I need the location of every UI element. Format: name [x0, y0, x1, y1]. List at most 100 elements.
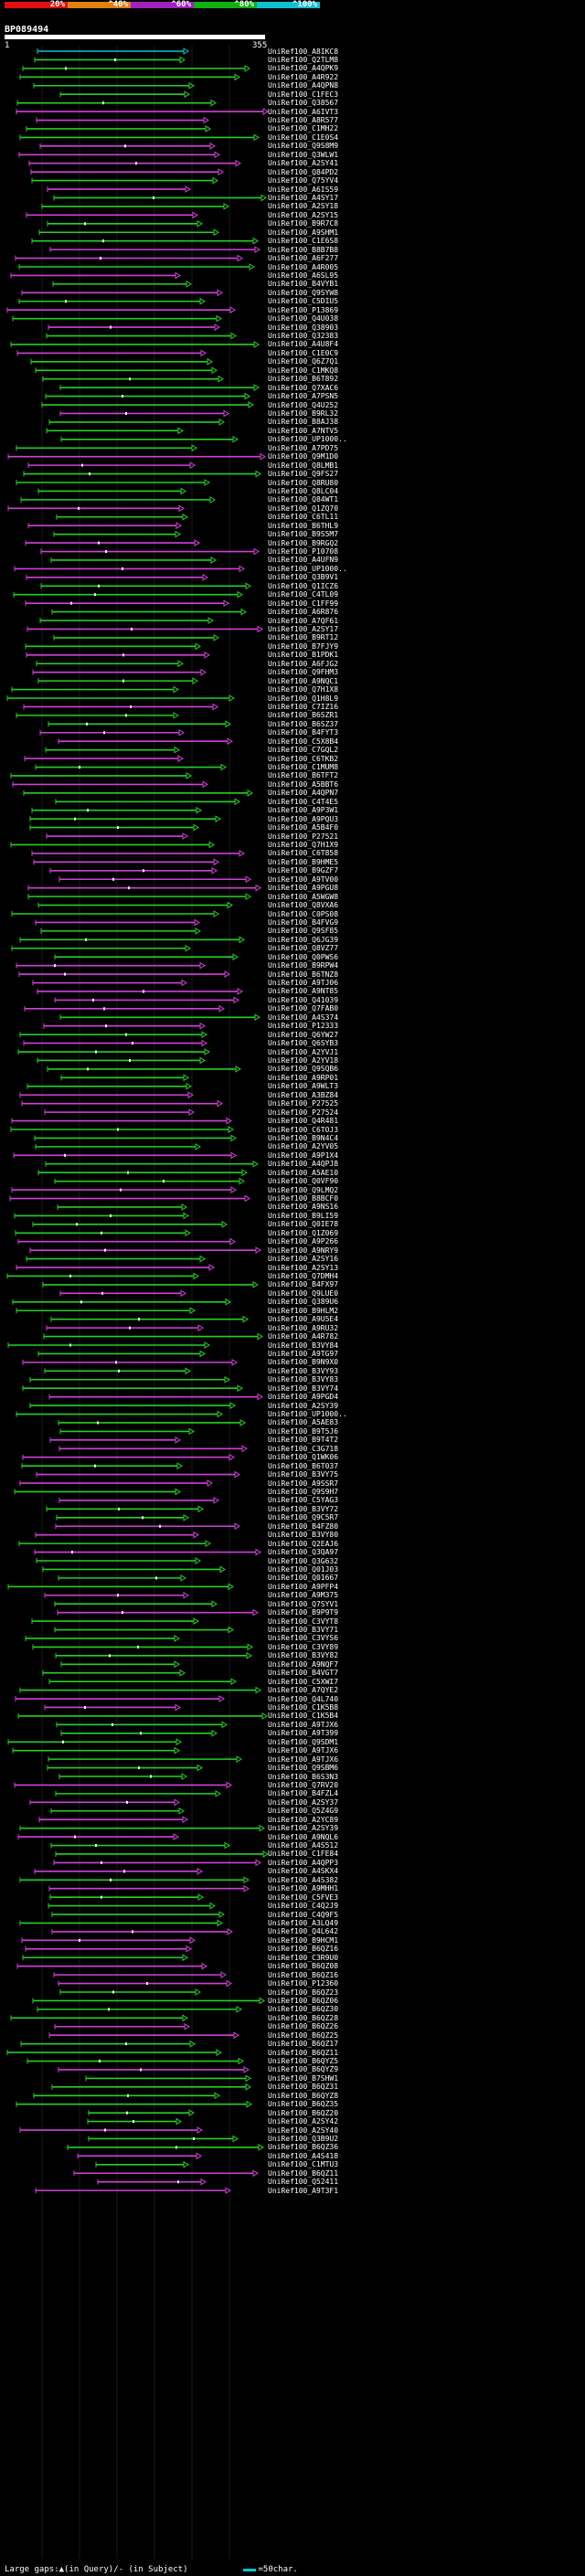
- hit-label[interactable]: UniRef100_C0PS08: [268, 909, 339, 918]
- hit-label[interactable]: UniRef100_A9WLT3: [268, 1082, 339, 1091]
- hit-label[interactable]: UniRef100_Q01J03: [268, 1564, 339, 1574]
- hit-label[interactable]: UniRef100_A6R876: [268, 608, 339, 617]
- hit-label[interactable]: UniRef100_B8B7B8: [268, 245, 339, 254]
- hit-label[interactable]: UniRef100_A5AE10: [268, 1168, 339, 1177]
- hit-label[interactable]: UniRef100_B6QZ30: [268, 2005, 339, 2014]
- hit-label[interactable]: UniRef100_Q3G632: [268, 1556, 339, 1565]
- hit-label[interactable]: UniRef100_A2YVJ1: [268, 1047, 339, 1056]
- hit-label[interactable]: UniRef100_C3VYT8: [268, 1617, 339, 1626]
- hit-label[interactable]: UniRef100_A7QF61: [268, 616, 339, 625]
- hit-label[interactable]: UniRef100_Q7SYV1: [268, 1599, 339, 1608]
- hit-label[interactable]: UniRef100_Q7H1X9: [268, 840, 339, 849]
- hit-label[interactable]: UniRef100_Q1WK06: [268, 1453, 339, 1462]
- hit-label[interactable]: UniRef100_C1E0C9: [268, 348, 339, 357]
- hit-label[interactable]: UniRef100_B4FVG9: [268, 917, 339, 927]
- hit-label[interactable]: UniRef100_B8AJ38: [268, 418, 339, 427]
- hit-label[interactable]: UniRef100_B3VY71: [268, 1626, 339, 1635]
- hit-label[interactable]: UniRef100_C3VY89: [268, 1642, 339, 1651]
- hit-label[interactable]: UniRef100_Q9S8M9: [268, 142, 339, 151]
- hit-label[interactable]: UniRef100_Q1ZQ70: [268, 504, 339, 513]
- hit-label[interactable]: UniRef100_A2SY40: [268, 2125, 339, 2135]
- hit-label[interactable]: UniRef100_B9N4C4: [268, 1133, 339, 1142]
- hit-label[interactable]: UniRef100_B6QZ16: [268, 1970, 339, 1979]
- hit-label[interactable]: UniRef100_Q7FAB0: [268, 1004, 339, 1013]
- hit-label[interactable]: UniRef100_Q4L642: [268, 1927, 339, 1936]
- hit-label[interactable]: UniRef100_B9RL32: [268, 408, 339, 418]
- hit-label[interactable]: UniRef100_Q41039: [268, 995, 339, 1004]
- hit-label[interactable]: UniRef100_B6QYZ8: [268, 2091, 339, 2100]
- hit-label[interactable]: UniRef100_A9SSR7: [268, 1479, 339, 1488]
- hit-label[interactable]: UniRef100_B9R7C8: [268, 219, 339, 228]
- hit-label[interactable]: UniRef100_C3VYS6: [268, 1634, 339, 1643]
- hit-label[interactable]: UniRef100_A2SY15: [268, 210, 339, 219]
- hit-label[interactable]: UniRef100_A7PD75: [268, 443, 339, 452]
- hit-label[interactable]: UniRef100_A9MHH1: [268, 1884, 339, 1893]
- hit-label[interactable]: UniRef100_A4QPN8: [268, 81, 339, 90]
- hit-label[interactable]: UniRef100_A9M375: [268, 1591, 339, 1600]
- hit-label[interactable]: UniRef100_UP1000..: [268, 564, 347, 573]
- hit-label[interactable]: UniRef100_B6TNZ8: [268, 970, 339, 979]
- hit-label[interactable]: UniRef100_B6QZ17: [268, 2040, 339, 2049]
- hit-label[interactable]: UniRef100_A4U8F4: [268, 340, 339, 349]
- hit-label[interactable]: UniRef100_A7PSN5: [268, 392, 339, 401]
- hit-label[interactable]: UniRef100_B3VY82: [268, 1651, 339, 1660]
- hit-label[interactable]: UniRef100_Q4R481: [268, 1117, 339, 1126]
- hit-label[interactable]: UniRef100_C1FEC3: [268, 90, 339, 99]
- hit-label[interactable]: UniRef100_Q38903: [268, 323, 339, 332]
- hit-label[interactable]: UniRef100_Q389U6: [268, 1298, 339, 1307]
- hit-label[interactable]: UniRef100_Q1H8L9: [268, 694, 339, 703]
- hit-label[interactable]: UniRef100_A7QYE2: [268, 1686, 339, 1695]
- hit-label[interactable]: UniRef100_B3VY83: [268, 1375, 339, 1384]
- hit-label[interactable]: UniRef100_A9RP01: [268, 1073, 339, 1082]
- hit-label[interactable]: UniRef100_C1K5B8: [268, 1702, 339, 1712]
- hit-label[interactable]: UniRef100_B3VY84: [268, 1341, 339, 1350]
- hit-label[interactable]: UniRef100_Q1ICZ6: [268, 581, 339, 590]
- hit-label[interactable]: UniRef100_A6IS59: [268, 185, 339, 194]
- hit-label[interactable]: UniRef100_B4VYB1: [268, 280, 339, 289]
- hit-label[interactable]: UniRef100_C4Q9F5: [268, 1910, 339, 1919]
- hit-label[interactable]: UniRef100_C4TL09: [268, 590, 339, 599]
- hit-label[interactable]: UniRef100_Q2TLM8: [268, 55, 339, 64]
- hit-label[interactable]: UniRef100_C1MH22: [268, 124, 339, 133]
- hit-label[interactable]: UniRef100_C5YAG3: [268, 1496, 339, 1505]
- hit-label[interactable]: UniRef100_C4T4E5: [268, 797, 339, 806]
- hit-label[interactable]: UniRef100_A2SY42: [268, 2117, 339, 2126]
- hit-label[interactable]: UniRef100_A5BBT6: [268, 779, 339, 789]
- hit-label[interactable]: UniRef100_A4S512: [268, 1841, 339, 1850]
- hit-label[interactable]: UniRef100_A9TJX6: [268, 1746, 339, 1755]
- hit-label[interactable]: UniRef100_A6SL95: [268, 270, 339, 280]
- hit-label[interactable]: UniRef100_B9HCM1: [268, 1935, 339, 1945]
- hit-label[interactable]: UniRef100_A9T3F1: [268, 2186, 339, 2195]
- hit-label[interactable]: UniRef100_B6QZ36: [268, 2143, 339, 2152]
- hit-label[interactable]: UniRef100_B6THL9: [268, 521, 339, 530]
- hit-label[interactable]: UniRef100_Q9FHM3: [268, 668, 339, 677]
- hit-label[interactable]: UniRef100_B6QZ11: [268, 2048, 339, 2057]
- hit-label[interactable]: UniRef100_A4QPP3: [268, 1858, 339, 1867]
- hit-label[interactable]: UniRef100_C6TL11: [268, 513, 339, 522]
- hit-label[interactable]: UniRef100_A4S374: [268, 1012, 339, 1022]
- hit-label[interactable]: UniRef100_B9LI59: [268, 1211, 339, 1220]
- hit-label[interactable]: UniRef100_Q3B9V1: [268, 573, 339, 582]
- hit-label[interactable]: UniRef100_A9P266: [268, 1237, 339, 1246]
- hit-label[interactable]: UniRef100_B9RGQ2: [268, 538, 339, 547]
- hit-label[interactable]: UniRef100_C6TOJ3: [268, 1125, 339, 1134]
- hit-label[interactable]: UniRef100_B4VGT7: [268, 1669, 339, 1678]
- hit-label[interactable]: UniRef100_C3G718: [268, 1444, 339, 1453]
- hit-label[interactable]: UniRef100_Q75YV4: [268, 176, 339, 186]
- hit-label[interactable]: UniRef100_A2SY16: [268, 1255, 339, 1264]
- hit-label[interactable]: UniRef100_A9NS16: [268, 1203, 339, 1212]
- hit-label[interactable]: UniRef100_B6SZ37: [268, 719, 339, 728]
- hit-label[interactable]: UniRef100_A9NQF7: [268, 1659, 339, 1669]
- hit-label[interactable]: UniRef100_Q38567: [268, 99, 339, 108]
- hit-label[interactable]: UniRef100_A9TV00: [268, 875, 339, 884]
- hit-label[interactable]: UniRef100_C6T858: [268, 849, 339, 858]
- hit-label[interactable]: UniRef100_C1E0S4: [268, 133, 339, 142]
- hit-label[interactable]: UniRef100_B9HME5: [268, 857, 339, 866]
- hit-label[interactable]: UniRef100_Q8RU80: [268, 478, 339, 487]
- hit-label[interactable]: UniRef100_A9NQC1: [268, 676, 339, 685]
- hit-label[interactable]: UniRef100_Q8LC04: [268, 486, 339, 495]
- hit-label[interactable]: UniRef100_P27525: [268, 1099, 339, 1108]
- hit-label[interactable]: UniRef100_B9P9T9: [268, 1608, 339, 1617]
- hit-label[interactable]: UniRef100_P13869: [268, 305, 339, 314]
- hit-label[interactable]: UniRef100_Q0PWS6: [268, 952, 339, 961]
